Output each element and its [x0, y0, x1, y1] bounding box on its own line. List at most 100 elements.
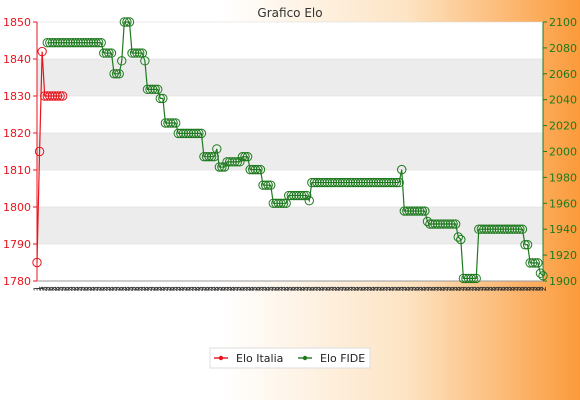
- data-point-fide: [176, 128, 186, 139]
- data-point-fide: [319, 177, 330, 188]
- x-tick-label: 2: [529, 286, 539, 291]
- x-tick-label: 2: [507, 286, 517, 291]
- x-tick-label: 2: [74, 286, 84, 291]
- data-point-fide: [510, 224, 520, 234]
- data-point-fide: [224, 157, 235, 167]
- x-tick-label: 2: [151, 286, 161, 291]
- data-point-fide: [515, 224, 525, 234]
- data-point-fide: [106, 48, 117, 58]
- data-point-fide: [517, 224, 528, 234]
- data-point-fide: [266, 180, 276, 190]
- x-tick-label: 2: [447, 286, 457, 291]
- data-point-fide: [450, 219, 461, 229]
- x-tick-label: 2: [380, 286, 390, 291]
- data-point-italia: [32, 257, 42, 268]
- data-point-fide: [379, 177, 389, 188]
- x-tick-label: 2: [370, 286, 380, 291]
- x-tick-label: 2: [68, 286, 78, 291]
- data-point-fide: [291, 190, 302, 201]
- x-tick-label: 2: [428, 286, 438, 291]
- data-point-fide: [533, 258, 543, 268]
- data-point-fide: [384, 177, 394, 188]
- data-point-fide: [512, 224, 523, 234]
- x-tick-label: 2: [46, 286, 56, 291]
- data-point-fide: [260, 180, 271, 190]
- x-tick-label: 2: [78, 286, 88, 291]
- right-tick-label: 2020: [549, 120, 577, 133]
- data-point-fide: [294, 190, 304, 201]
- data-point-fide: [386, 177, 397, 188]
- x-tick-label: 2: [167, 286, 177, 291]
- x-tick-label: 2: [141, 286, 151, 291]
- data-point-fide: [332, 177, 343, 188]
- data-point-fide: [448, 219, 458, 229]
- x-tick-label: 2: [485, 286, 495, 291]
- data-point-fide: [417, 206, 427, 216]
- data-point-fide: [479, 224, 489, 234]
- data-point-fide: [289, 190, 299, 201]
- data-point-fide: [183, 128, 194, 139]
- grid-band: [37, 207, 543, 244]
- x-tick-label: 2: [49, 286, 59, 291]
- left-tick-label: 1810: [3, 164, 31, 177]
- x-tick-label: 2: [514, 286, 524, 291]
- data-point-fide: [445, 219, 456, 229]
- data-point-fide: [343, 177, 353, 188]
- data-point-fide: [165, 118, 176, 128]
- x-tick-label: 2: [431, 286, 441, 291]
- data-point-fide: [168, 118, 178, 128]
- data-point-fide: [124, 17, 135, 27]
- x-tick-label: 2: [472, 286, 482, 291]
- grid-band: [37, 133, 543, 170]
- data-point-fide: [242, 151, 253, 162]
- x-tick-label: 2: [520, 286, 530, 291]
- x-tick-label: 2: [389, 286, 399, 291]
- x-tick-label: 2: [109, 286, 119, 291]
- left-y-axis: 1780 1790 1800 1810 1820 1830 1840 1850: [3, 16, 38, 288]
- data-point-fide: [42, 38, 52, 48]
- x-tick-label: 2: [192, 286, 202, 291]
- data-point-fide: [258, 180, 268, 190]
- data-point-fide: [348, 177, 358, 188]
- data-point-fide: [440, 219, 451, 229]
- x-tick-label: 2: [329, 286, 339, 291]
- chart-title: Grafico Elo: [257, 6, 322, 20]
- x-tick-label: 2: [469, 286, 479, 291]
- right-tick-label: 2100: [549, 16, 577, 29]
- x-tick-label: 2: [367, 286, 377, 291]
- x-tick-label: 2: [310, 286, 320, 291]
- data-point-fide: [327, 177, 338, 188]
- data-point-fide: [468, 273, 479, 284]
- x-tick-label: 2: [218, 286, 228, 291]
- data-point-fide: [91, 38, 101, 48]
- x-tick-label: 2: [354, 286, 364, 291]
- x-tick-label: 2: [393, 286, 403, 291]
- x-tick-label: 2: [437, 286, 447, 291]
- data-point-fide: [132, 48, 142, 58]
- data-point-fide: [409, 206, 420, 216]
- data-point-fide: [78, 38, 88, 48]
- data-point-fide: [394, 177, 404, 188]
- x-tick-label: 2: [361, 286, 371, 291]
- x-tick-label: 2: [116, 286, 126, 291]
- legend-marker: [218, 355, 224, 361]
- data-point-fide: [474, 224, 484, 234]
- data-point-fide: [278, 198, 289, 209]
- data-point-fide: [525, 258, 535, 268]
- data-point-fide: [232, 157, 243, 167]
- x-tick-label: 2: [424, 286, 434, 291]
- right-tick-label: 1920: [549, 249, 577, 262]
- x-axis: 1122222222222222222222222222222222222222…: [33, 280, 549, 291]
- data-point-fide: [93, 38, 104, 48]
- data-point-fide: [461, 273, 471, 284]
- x-tick-label: 2: [65, 286, 75, 291]
- data-point-fide: [268, 198, 278, 209]
- x-tick-label: 2: [198, 286, 208, 291]
- data-point-italia: [50, 91, 60, 101]
- x-tick-label: 2: [498, 286, 508, 291]
- data-point-fide: [101, 48, 112, 58]
- data-point-fide: [330, 177, 340, 188]
- data-point-fide: [191, 128, 201, 139]
- x-tick-label: 2: [399, 286, 409, 291]
